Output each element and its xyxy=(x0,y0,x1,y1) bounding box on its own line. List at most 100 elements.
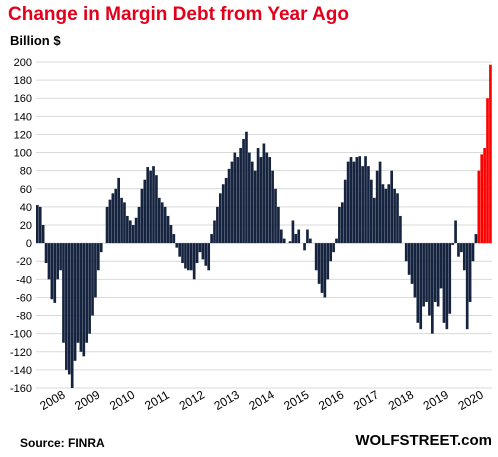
x-tick-label: 2018 xyxy=(386,387,416,413)
bar xyxy=(404,243,408,262)
bar xyxy=(282,238,286,244)
bar xyxy=(239,148,242,244)
bar xyxy=(462,243,466,271)
bar xyxy=(236,157,240,244)
bar xyxy=(343,179,347,244)
bar xyxy=(413,243,417,298)
bar xyxy=(230,161,234,244)
bar xyxy=(149,170,152,244)
bar xyxy=(486,98,489,244)
y-tick-label: 140 xyxy=(14,111,32,123)
y-tick-label: -20 xyxy=(16,256,32,268)
bar xyxy=(85,243,89,343)
y-tick-label: 80 xyxy=(20,166,32,178)
brand-logo: WOLFSTREET.com xyxy=(355,432,492,449)
bar xyxy=(460,243,463,253)
bar xyxy=(195,243,199,264)
y-tick-label: -100 xyxy=(10,329,32,341)
bar xyxy=(213,220,216,244)
bar xyxy=(111,193,115,244)
bar xyxy=(76,243,80,343)
bar xyxy=(175,243,179,248)
bar xyxy=(303,243,306,251)
bar xyxy=(70,243,74,388)
bar xyxy=(277,206,280,244)
bar xyxy=(489,64,492,244)
bar xyxy=(431,243,434,334)
bar xyxy=(378,161,382,244)
y-tick-label: -120 xyxy=(10,347,32,359)
x-tick-label: 2013 xyxy=(212,387,242,413)
bar xyxy=(166,215,170,244)
x-tick-label: 2008 xyxy=(37,387,67,413)
bar xyxy=(335,238,338,244)
bar xyxy=(134,217,138,244)
bar xyxy=(105,206,109,244)
y-tick-label: 200 xyxy=(14,57,32,69)
bar xyxy=(454,220,457,244)
y-tick-label: 180 xyxy=(14,75,32,87)
bar xyxy=(79,243,83,352)
bar xyxy=(381,184,385,244)
bar xyxy=(448,243,452,314)
bar xyxy=(172,234,176,244)
bar xyxy=(271,170,274,244)
bar xyxy=(442,243,446,323)
y-tick-label: 20 xyxy=(20,220,32,232)
bar xyxy=(361,166,364,244)
bar xyxy=(91,243,94,316)
y-tick-label: 0 xyxy=(26,238,32,250)
bar xyxy=(323,243,327,298)
bar xyxy=(36,205,39,244)
bar xyxy=(117,177,120,244)
bar xyxy=(314,243,318,271)
bar xyxy=(143,179,147,244)
bar xyxy=(306,229,309,244)
bar xyxy=(253,170,257,244)
bar xyxy=(137,206,141,244)
bar xyxy=(410,243,414,284)
bar xyxy=(181,243,184,264)
bar xyxy=(259,157,263,244)
y-tick-label: -80 xyxy=(16,311,32,323)
bar xyxy=(155,175,158,244)
bar xyxy=(291,220,295,244)
bar xyxy=(207,243,211,271)
bar xyxy=(407,243,411,275)
bar xyxy=(163,206,167,244)
bar xyxy=(297,229,301,244)
bar xyxy=(370,179,373,244)
bar xyxy=(433,243,437,302)
bar xyxy=(465,243,469,330)
y-axis-ticks: -160 -140 -120 -100 -80 -60 -40 -20 0 20 40 60 80 100… xyxy=(10,57,32,395)
bar xyxy=(131,225,135,244)
y-tick-label: 60 xyxy=(20,184,32,196)
bar xyxy=(372,197,376,244)
bar xyxy=(221,184,225,244)
bar xyxy=(160,202,164,244)
bar xyxy=(128,220,132,244)
bar xyxy=(279,229,283,244)
bar xyxy=(274,188,277,244)
bar xyxy=(326,243,330,280)
y-tick-label: 120 xyxy=(14,129,32,141)
bar xyxy=(439,243,443,289)
bar xyxy=(47,243,51,280)
bar xyxy=(399,215,402,244)
bar xyxy=(320,243,324,293)
bar xyxy=(387,184,391,244)
bar xyxy=(62,243,65,343)
bar xyxy=(474,234,478,244)
x-axis-ticks: 2008 2009 2010 2011 2012 2013 2014 2015 2016 2017… xyxy=(37,387,486,413)
bar xyxy=(67,243,71,375)
bar xyxy=(201,243,205,260)
bar xyxy=(425,243,428,302)
x-tick-label: 2010 xyxy=(107,387,137,413)
bar xyxy=(457,243,460,257)
bar xyxy=(256,148,260,244)
y-tick-label: 40 xyxy=(20,202,32,214)
y-tick-label: -140 xyxy=(10,365,32,377)
bar xyxy=(445,243,449,330)
bar xyxy=(233,152,237,244)
